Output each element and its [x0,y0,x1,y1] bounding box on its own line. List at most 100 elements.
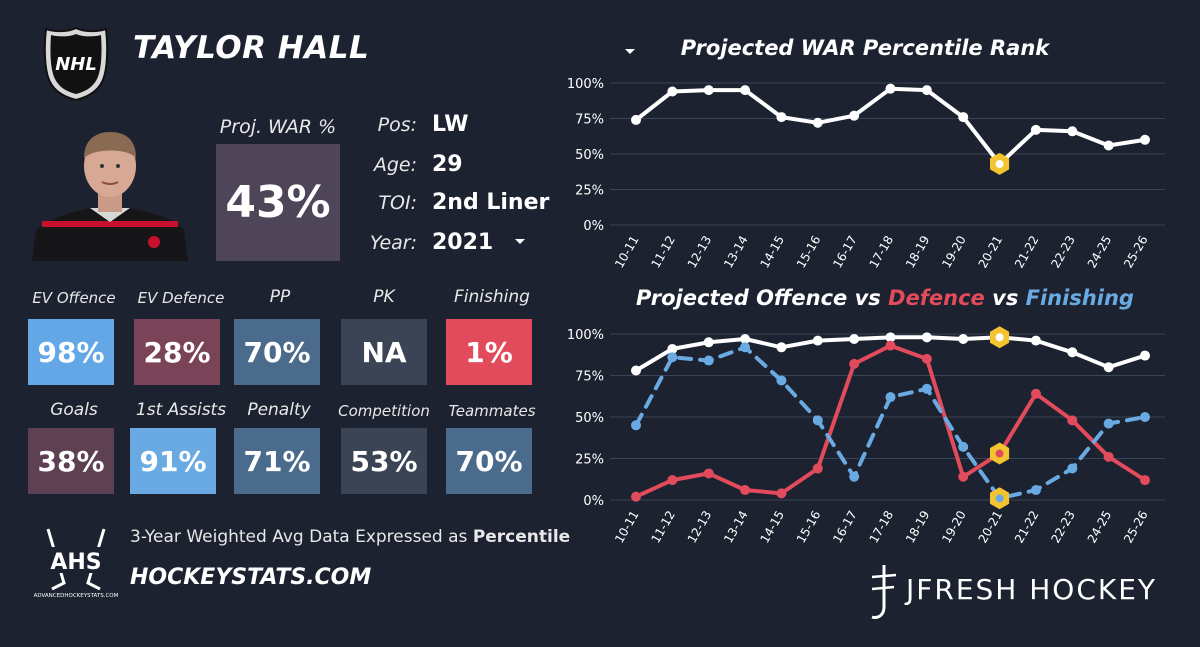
footer-caption: 3-Year Weighted Avg Data Expressed as Pe… [130,527,571,547]
player-photo [32,132,188,261]
y-tick-label: 50% [575,411,604,426]
data-point [921,383,932,394]
goals-tile: 38% [28,428,114,494]
pk-tile: NA [341,319,427,385]
jfresh-brand: JFRESH HOCKEY [906,573,1158,606]
data-point [885,83,896,94]
year-select[interactable]: 2021 [432,230,494,255]
data-point [1103,140,1114,151]
penalty-label: Penalty [247,400,311,420]
data-point [1030,388,1041,399]
pos-value: LW [432,112,469,137]
data-point [740,342,751,353]
data-point [631,365,641,376]
pp-tile: 70% [234,319,320,385]
x-tick-label: 15-16 [794,233,824,270]
data-point [812,117,823,128]
x-tick-label: 22-23 [1048,233,1078,270]
pk-label: PK [373,287,395,307]
data-point [995,494,1004,503]
chart1-title: Projected WAR Percentile Rank [680,36,1050,60]
data-point [958,112,969,123]
data-point [1140,134,1150,145]
data-point [885,392,896,403]
pp-label: PP [269,287,291,307]
x-tick-label: 24-25 [1085,508,1115,545]
data-point [1030,124,1041,135]
year-dropdown-icon[interactable] [514,238,526,246]
data-point [812,335,823,346]
data-point [995,159,1004,168]
competition-label: Competition [338,402,430,420]
competition-tile: 53% [341,428,427,494]
data-point [1140,412,1150,422]
y-tick-label: 0% [583,494,604,509]
x-tick-label: 13-14 [721,233,751,270]
data-point [667,475,678,486]
data-point [1067,415,1078,426]
proj-war-value: 43% [216,144,340,261]
series-line-war [634,86,1147,166]
finishing-tile: 1% [446,319,532,385]
x-tick-label: 24-25 [1085,233,1115,270]
toi-value: 2nd Liner [432,190,550,215]
ev-offence-label: EV Offence [32,289,116,307]
data-point [631,491,641,502]
data-point [776,488,787,499]
x-tick-label: 15-16 [794,508,824,545]
data-point [958,441,969,452]
data-point [849,110,860,121]
data-point [812,415,823,426]
y-tick-label: 100% [567,77,604,92]
chart2-title-defence: Defence [888,286,985,310]
data-point [1140,475,1150,486]
goals-label: Goals [50,400,98,420]
x-tick-label: 19-20 [939,233,969,270]
age-label: Age: [373,154,417,176]
x-tick-label: 19-20 [939,508,969,545]
data-point [631,114,641,125]
data-point [703,468,714,479]
y-tick-label: 25% [575,184,604,199]
x-tick-label: 17-18 [867,508,897,545]
x-tick-label: 22-23 [1048,508,1078,545]
x-tick-label: 18-19 [903,233,933,270]
x-tick-label: 12-13 [685,233,715,270]
data-point [885,332,896,343]
data-point [1030,485,1041,496]
data-point [849,471,860,482]
data-point [1067,126,1078,137]
data-point [995,333,1004,342]
chart2-title: Projected Offence vs Defence vs Finishin… [600,286,1170,310]
war-chart: 0% 25% 50% 75% 100% 10-11 11-12 12-13 13-14 14-15… [567,77,1165,270]
x-tick-label: 21-22 [1012,233,1042,270]
y-tick-label: 100% [567,328,604,343]
x-tick-label: 12-13 [685,508,715,545]
x-tick-label: 17-18 [867,233,897,270]
teammates-label: Teammates [448,402,536,420]
data-point [1067,347,1078,358]
data-point [849,333,860,344]
penalty-tile: 71% [234,428,320,494]
ev-defence-tile: 28% [134,319,220,385]
site-link[interactable]: HOCKEYSTATS.COM [130,565,372,590]
data-point [776,112,787,123]
svg-text:AHS: AHS [50,550,101,575]
data-point [667,86,678,97]
ahs-logo: AHS ADVANCEDHOCKEYSTATS.COM [34,528,119,599]
first-assists-label: 1st Assists [135,400,227,420]
toi-label: TOI: [378,192,417,214]
y-tick-label: 0% [583,219,604,234]
data-point [667,352,678,363]
chart2-title-finishing: Finishing [1025,286,1134,310]
chart-dropdown-icon[interactable] [624,48,636,56]
data-point [921,332,932,343]
data-point [776,342,787,353]
x-tick-label: 10-11 [612,233,642,270]
data-point [740,333,751,344]
finishing-label: Finishing [454,287,530,307]
data-point [667,343,678,354]
y-tick-label: 75% [575,370,604,385]
data-point [740,85,751,96]
nhl-logo: NHL [43,26,109,102]
